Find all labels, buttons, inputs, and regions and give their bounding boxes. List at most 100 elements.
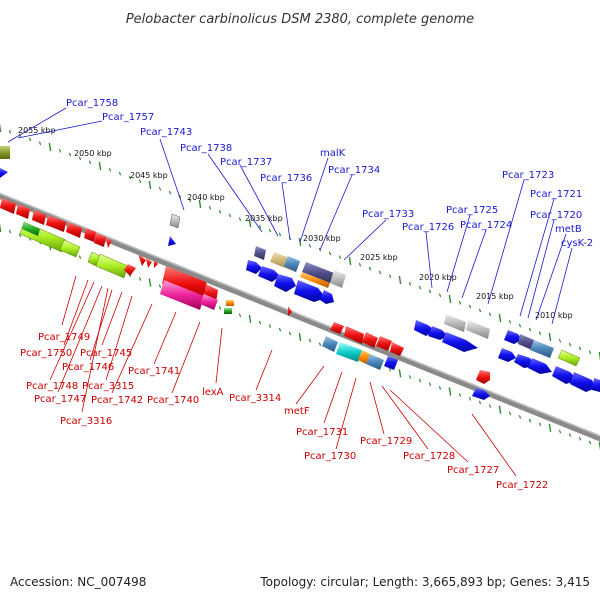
gene-label[interactable]: Pcar_1731 [296, 427, 348, 438]
gene-label[interactable]: Pcar_1727 [447, 465, 499, 476]
scale-major-tick [498, 405, 502, 414]
scale-minor-tick [168, 190, 172, 195]
gene-segment [254, 246, 266, 260]
gene-label[interactable]: Pcar_1748 [26, 381, 78, 392]
gene-label[interactable]: Pcar_1757 [102, 112, 154, 123]
gene-label[interactable]: Pcar_1750 [20, 348, 72, 359]
gene-label[interactable]: lexA [202, 387, 224, 398]
gene-reverse-arrow [528, 358, 552, 374]
gene-label[interactable]: Pcar_1758 [66, 98, 118, 109]
scale-major-tick [148, 180, 152, 190]
scale-minor-tick [558, 338, 562, 343]
gene-segment [224, 308, 232, 314]
gene-label[interactable]: Pcar_1730 [304, 451, 356, 462]
scale-major-tick [448, 387, 452, 396]
gene-label[interactable]: Pcar_1747 [34, 394, 86, 405]
gene-forward [362, 332, 378, 348]
gene-label[interactable]: Pcar_1729 [360, 436, 412, 447]
kbp-label: 2020 kbp [419, 273, 457, 282]
gene-label[interactable]: Pcar_1723 [502, 170, 554, 181]
gene-label[interactable]: Pcar_1745 [80, 348, 132, 359]
leader-line [461, 229, 487, 299]
scale-major-tick [248, 218, 252, 228]
scale-minor-tick [58, 148, 62, 153]
gene-forward [84, 228, 96, 242]
leader-line [335, 377, 357, 450]
gene-segment [358, 350, 370, 364]
gene-label[interactable]: Pcar_1724 [460, 220, 512, 231]
gene-label[interactable]: Pcar_1741 [128, 366, 180, 377]
scale-minor-tick [78, 255, 82, 259]
gene-label[interactable]: Pcar_1728 [403, 451, 455, 462]
scale-minor-tick [18, 233, 22, 238]
gene-label[interactable]: cysK-2 [561, 238, 593, 249]
scale-minor-tick [418, 285, 422, 290]
gene-forward [94, 233, 106, 247]
gene-label[interactable]: Pcar_1720 [530, 210, 582, 221]
scale-minor-tick [158, 186, 162, 191]
gene-label[interactable]: metF [284, 406, 310, 417]
gene-forward [46, 215, 66, 232]
gene-label[interactable]: metB [555, 224, 582, 235]
gene-label[interactable]: Pcar_1726 [402, 222, 454, 233]
gene-label[interactable]: Pcar_1725 [446, 205, 498, 216]
gene-label[interactable]: Pcar_1742 [91, 395, 143, 406]
scale-major-tick [248, 314, 252, 323]
leader-line [535, 233, 567, 321]
leader-line [527, 219, 555, 319]
kbp-label: 2045 kbp [130, 171, 168, 180]
gene-forward [146, 258, 152, 268]
gene-segment [330, 270, 346, 288]
gene-label[interactable]: Pcar_1743 [140, 127, 192, 138]
scale-minor-tick [8, 229, 12, 234]
accession-text: Accession: NC_007498 [10, 575, 146, 589]
scale-minor-tick [8, 129, 12, 134]
gene-forward [154, 260, 158, 268]
gene-forward [124, 264, 136, 276]
kbp-label: 2035 kbp [245, 214, 283, 223]
gene-label[interactable]: Pcar_1733 [362, 209, 414, 220]
gene-segment [0, 146, 10, 159]
gene-label[interactable]: Pcar_1737 [220, 157, 272, 168]
leader-line [111, 303, 153, 394]
scale-minor-tick [528, 418, 532, 423]
gene-segment [322, 336, 338, 352]
gene-label[interactable]: Pcar_1740 [147, 395, 199, 406]
gene-forward [390, 342, 404, 356]
gene-segment [22, 222, 40, 236]
scale-minor-tick [88, 160, 92, 165]
leader-line [81, 287, 109, 413]
leader-line [389, 389, 469, 463]
scale-minor-tick [528, 327, 532, 332]
gene-label[interactable]: Pcar_3316 [60, 416, 112, 427]
gene-reverse-arrow [570, 372, 596, 392]
scale-minor-tick [268, 228, 272, 233]
scale-minor-tick [68, 152, 72, 157]
gene-label[interactable]: Pcar_1746 [62, 362, 114, 373]
gene-label[interactable]: Pcar_1738 [180, 143, 232, 154]
gene-label[interactable]: malK [320, 148, 346, 159]
scale-minor-tick [238, 217, 242, 222]
gene-label[interactable]: Pcar_1721 [530, 189, 582, 200]
leader-line [153, 311, 177, 365]
leader-line [171, 321, 201, 394]
gene-label[interactable]: Pcar_1736 [260, 173, 312, 184]
gene-reverse-arrow [168, 236, 176, 246]
gene-label[interactable]: Pcar_1749 [38, 332, 90, 343]
gene-label[interactable]: Pcar_3314 [229, 393, 281, 404]
scale-minor-tick [378, 270, 382, 275]
gene-segment [518, 334, 534, 350]
gene-label[interactable]: Pcar_3315 [82, 381, 134, 392]
gene-reverse-arrow [258, 266, 280, 282]
scale-major-tick [148, 278, 152, 287]
leader-line [319, 174, 353, 251]
gene-forward [476, 370, 490, 384]
scale-minor-tick [218, 306, 222, 310]
leader-line [215, 327, 223, 384]
leader-line [281, 182, 291, 241]
scale-minor-tick [78, 156, 82, 161]
scale-minor-tick [438, 386, 442, 390]
gene-label[interactable]: Pcar_1722 [496, 480, 548, 491]
scale-minor-tick [178, 194, 182, 199]
gene-label[interactable]: Pcar_1734 [328, 165, 380, 176]
